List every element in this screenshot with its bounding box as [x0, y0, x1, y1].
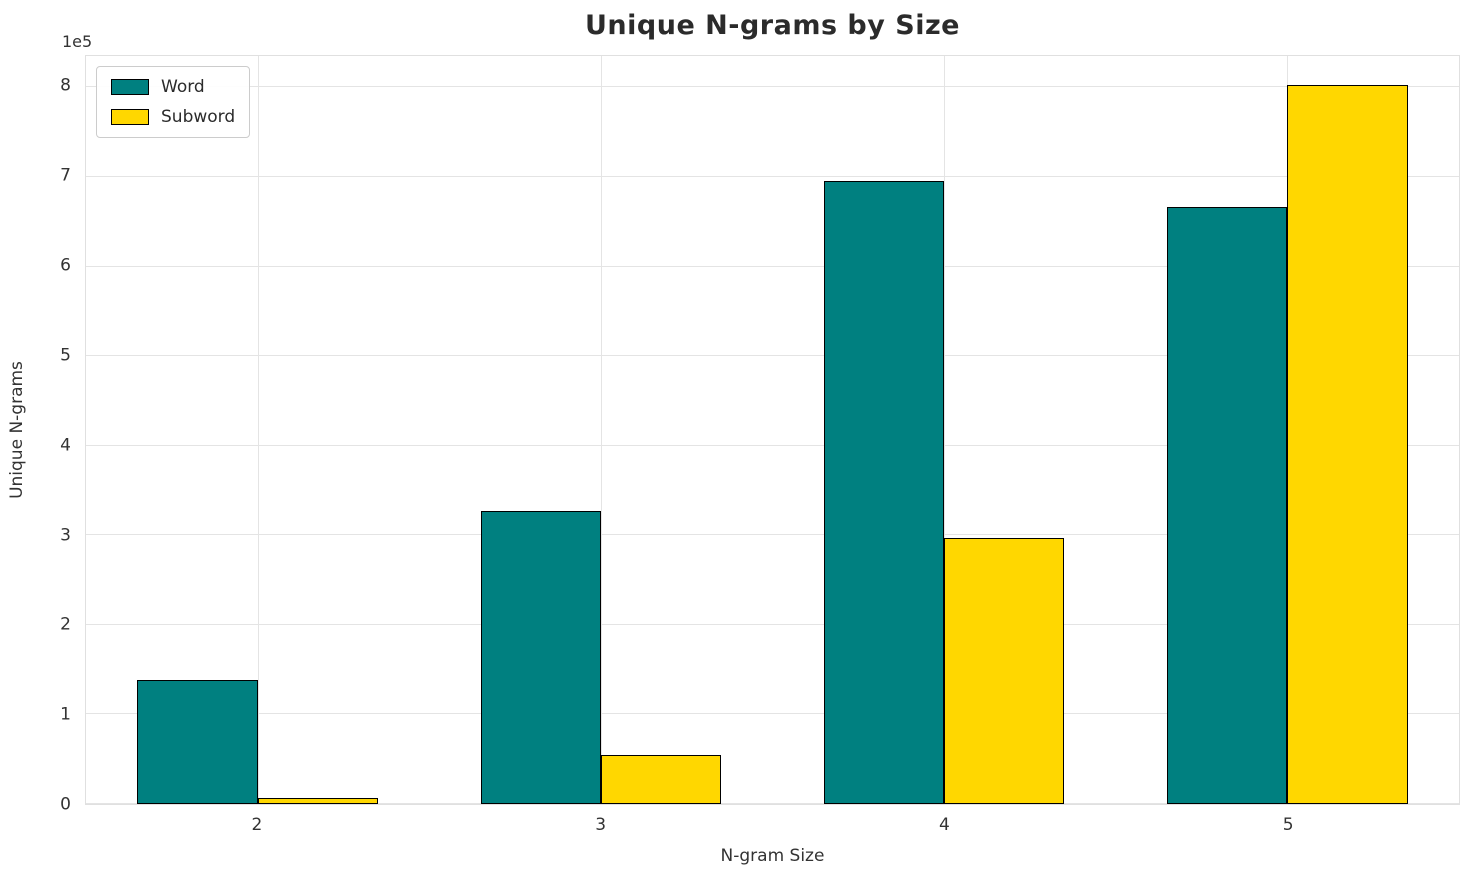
y-tick-label: 1: [60, 704, 71, 725]
bar-subword-ngram-4: [944, 537, 1065, 804]
y-axis-label: Unique N-grams: [7, 361, 27, 499]
legend-label-word: Word: [161, 77, 205, 97]
h-gridline: [86, 355, 1459, 357]
legend-label-subword: Subword: [161, 107, 236, 127]
legend-items: Word Subword: [111, 77, 235, 127]
y-tick-label: 3: [60, 525, 71, 546]
bar-word-ngram-5: [1167, 206, 1288, 804]
h-gridline: [86, 86, 1459, 88]
y-tick-label: 6: [60, 255, 71, 276]
x-tick-label: 5: [1282, 815, 1294, 835]
y-tick-label: 4: [60, 435, 71, 456]
legend-swatch-subword: [111, 109, 149, 125]
h-gridline: [86, 713, 1459, 715]
x-axis-label: N-gram Size: [720, 846, 825, 866]
y-axis-label-wrap: Unique N-grams: [4, 55, 30, 805]
bar-word-ngram-3: [480, 511, 601, 804]
legend: Word Subword: [96, 66, 251, 138]
y-tick-label: 2: [60, 614, 71, 635]
x-tick-labels: 2 3 4 5: [85, 805, 1460, 837]
legend-item-subword: Subword: [111, 107, 235, 127]
x-tick-label: 2: [251, 815, 263, 835]
v-gridline: [257, 56, 259, 804]
y-tick-label: 8: [60, 75, 71, 96]
chart-title: Unique N-grams by Size: [585, 10, 960, 41]
h-gridline: [86, 175, 1459, 177]
y-axis-offset-text: 1e5: [62, 32, 93, 51]
x-tick-label: 4: [938, 815, 950, 835]
bar-word-ngram-2: [137, 680, 258, 804]
h-gridline: [86, 534, 1459, 536]
legend-item-word: Word: [111, 77, 235, 97]
y-tick-label: 7: [60, 165, 71, 186]
bar-subword-ngram-3: [600, 754, 721, 804]
bar-word-ngram-4: [823, 181, 945, 804]
x-tick-label: 3: [595, 815, 607, 835]
v-gridline: [600, 56, 602, 804]
v-gridline: [944, 56, 946, 804]
bars-layer: [86, 56, 1459, 804]
legend-swatch-word: [111, 79, 149, 95]
h-gridline: [86, 623, 1459, 625]
bar-subword-ngram-5: [1287, 84, 1408, 804]
bar-subword-ngram-2: [257, 797, 378, 804]
h-gridline: [86, 803, 1459, 804]
h-gridline: [86, 444, 1459, 446]
plot-area: Word Subword: [85, 55, 1460, 805]
y-tick-label: 0: [60, 794, 71, 815]
y-tick-label: 5: [60, 345, 71, 366]
h-gridline: [86, 265, 1459, 267]
